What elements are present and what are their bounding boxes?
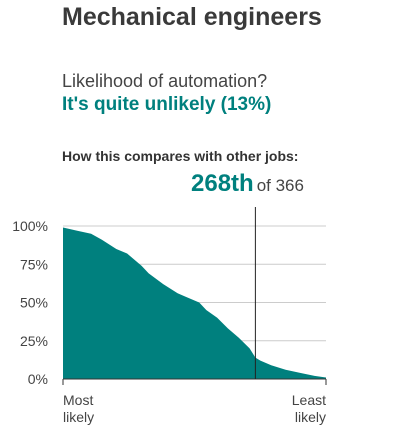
x-end-label-left: Most	[63, 392, 93, 408]
rank-total: of 366	[256, 176, 304, 195]
x-end-label-left: likely	[63, 409, 94, 425]
job-title: Mechanical engineers	[62, 3, 322, 31]
y-tick-label: 0%	[28, 371, 48, 387]
y-tick-label: 50%	[20, 295, 48, 311]
automation-answer: It's quite unlikely (13%)	[62, 94, 272, 115]
rank-readout: 268th of 366	[191, 170, 304, 198]
y-tick-label: 25%	[20, 333, 48, 349]
y-tick-label: 75%	[20, 256, 48, 272]
area-series	[63, 227, 326, 379]
x-end-label-right: likely	[295, 409, 326, 425]
compare-heading: How this compares with other jobs:	[62, 148, 299, 164]
automation-question: Likelihood of automation?	[62, 71, 268, 91]
x-end-label-right: Least	[292, 392, 326, 408]
rank-value: 268th	[191, 170, 254, 197]
y-tick-label: 100%	[12, 218, 48, 234]
